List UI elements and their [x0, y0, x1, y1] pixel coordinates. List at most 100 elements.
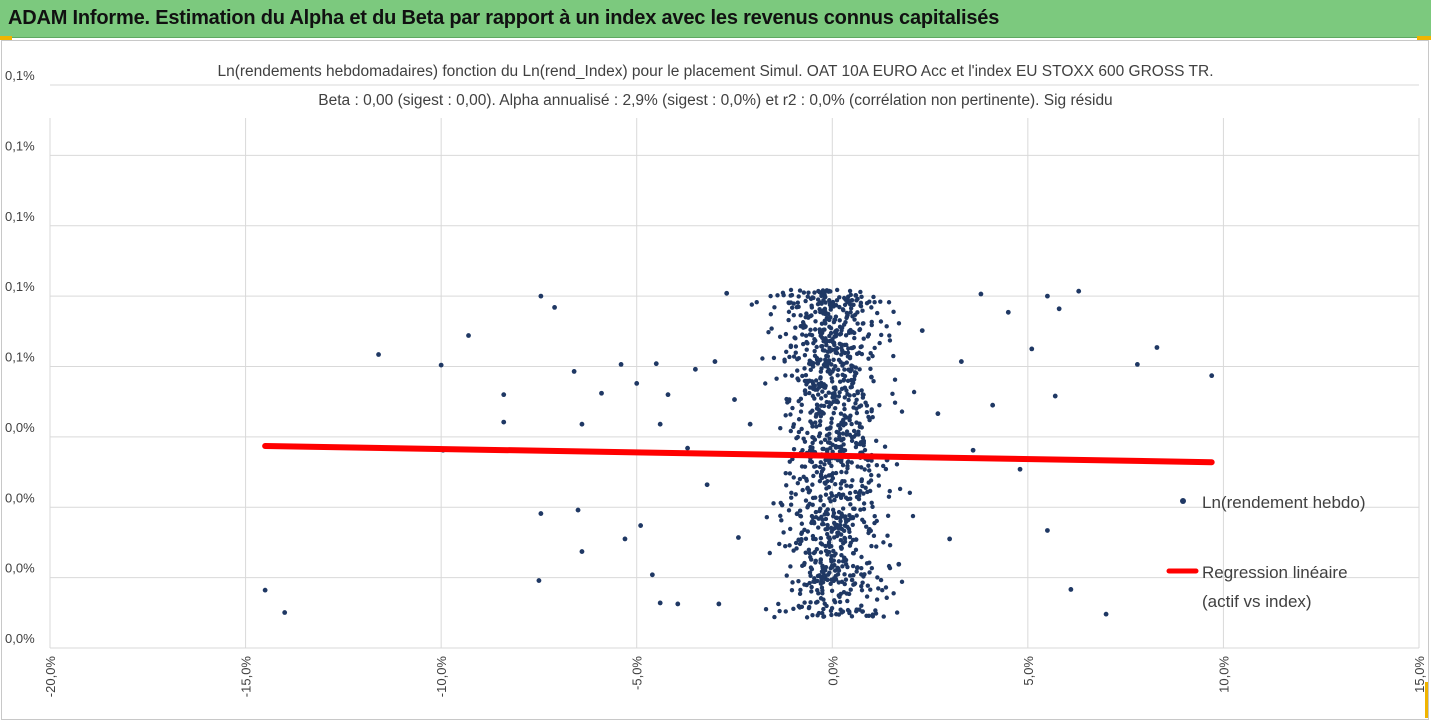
scatter-point: [800, 373, 805, 379]
scatter-point: [466, 333, 471, 338]
scatter-point: [839, 512, 845, 518]
scatter-point: [716, 601, 722, 607]
scatter-point: [825, 577, 830, 583]
scatter-point: [828, 525, 834, 531]
scatter-point: [817, 422, 823, 428]
scatter-point: [829, 420, 834, 426]
scatter-point: [820, 410, 825, 415]
scatter-point: [832, 394, 838, 399]
scatter-point: [438, 362, 444, 368]
scatter-point: [778, 425, 783, 431]
x-tick-label: -5,0%: [630, 656, 645, 690]
scatter-point: [835, 373, 840, 378]
scatter-point: [860, 609, 865, 614]
scatter-point: [861, 392, 866, 397]
scatter-point: [860, 308, 865, 313]
scatter-point: [868, 587, 873, 592]
scatter-point: [816, 610, 822, 616]
scatter-point: [795, 300, 801, 305]
scatter-point: [829, 478, 834, 484]
scatter-point: [891, 591, 896, 596]
scatter-point: [810, 364, 816, 369]
scatter-point: [835, 572, 841, 577]
scatter-point: [579, 421, 585, 427]
scatter-point: [783, 543, 788, 549]
scatter-point: [855, 389, 860, 394]
scatter-point: [859, 465, 864, 470]
scatter-point: [818, 472, 824, 477]
scatter-point: [769, 326, 774, 331]
scatter-point: [834, 515, 839, 520]
scatter-point: [865, 334, 871, 339]
scatter-point: [825, 531, 830, 537]
scatter-point: [818, 557, 824, 562]
scatter-point: [815, 578, 820, 584]
scatter-point: [783, 331, 789, 337]
scatter-point: [795, 480, 801, 486]
scatter-point: [806, 547, 812, 553]
scatter-point: [794, 304, 800, 310]
scatter-point: [867, 560, 872, 565]
scatter-point: [768, 312, 774, 317]
scatter-point: [675, 601, 681, 607]
scatter-point: [813, 414, 819, 419]
scatter-point: [579, 549, 585, 554]
scatter-point: [779, 502, 785, 508]
scatter-point: [842, 373, 848, 379]
scatter-point: [841, 361, 846, 367]
scatter-point: [838, 518, 843, 524]
scatter-point: [907, 490, 913, 496]
scatter-point: [831, 340, 837, 345]
scatter-point: [844, 314, 850, 319]
scatter-point: [793, 492, 798, 497]
scatter-point: [845, 607, 851, 613]
scatter-point: [777, 334, 783, 339]
scatter-point: [818, 535, 824, 541]
scatter-point: [813, 420, 818, 425]
scatter-point: [834, 287, 840, 293]
scatter-point: [833, 470, 839, 476]
scatter-point: [828, 371, 833, 377]
scatter-point: [810, 482, 815, 487]
scatter-point: [861, 491, 866, 496]
scatter-point: [852, 373, 857, 379]
scatter-point: [783, 413, 788, 418]
scatter-point: [829, 553, 834, 559]
scatter-point: [840, 506, 846, 511]
scatter-point: [871, 294, 876, 300]
scatter-point: [857, 367, 862, 372]
scatter-point: [864, 594, 870, 599]
scatter-point: [862, 467, 867, 472]
scatter-point: [829, 491, 834, 496]
scatter-point: [801, 474, 806, 480]
scatter-point: [850, 537, 856, 543]
scatter-point: [836, 491, 842, 497]
scatter-point: [795, 356, 800, 362]
scatter-point: [1017, 466, 1023, 472]
scatter-point: [793, 344, 799, 349]
scatter-point: [819, 577, 824, 582]
scatter-point: [801, 322, 806, 327]
scatter-point: [859, 294, 864, 300]
scatter-point: [797, 508, 803, 513]
scatter-point: [805, 505, 810, 510]
scatter-point: [796, 294, 801, 299]
scatter-point: [1029, 346, 1035, 352]
scatter-point: [736, 535, 741, 540]
scatter-point: [791, 475, 796, 480]
scatter-point: [892, 377, 898, 382]
scatter-point: [817, 381, 823, 387]
scatter-point: [848, 496, 853, 501]
scatter-point: [823, 474, 828, 479]
scatter-point: [828, 325, 834, 331]
scatter-point: [798, 409, 804, 414]
scatter-point: [790, 580, 795, 585]
scatter-point: [724, 290, 730, 296]
scatter-point: [794, 435, 799, 441]
scatter-point: [868, 478, 874, 483]
chart-subtitle: Beta : 0,00 (sigest : 0,00). Alpha annua…: [318, 92, 1113, 109]
scatter-point: [771, 501, 776, 506]
scatter-point: [881, 614, 886, 619]
scatter-point: [883, 585, 889, 590]
scatter-point: [869, 565, 875, 571]
